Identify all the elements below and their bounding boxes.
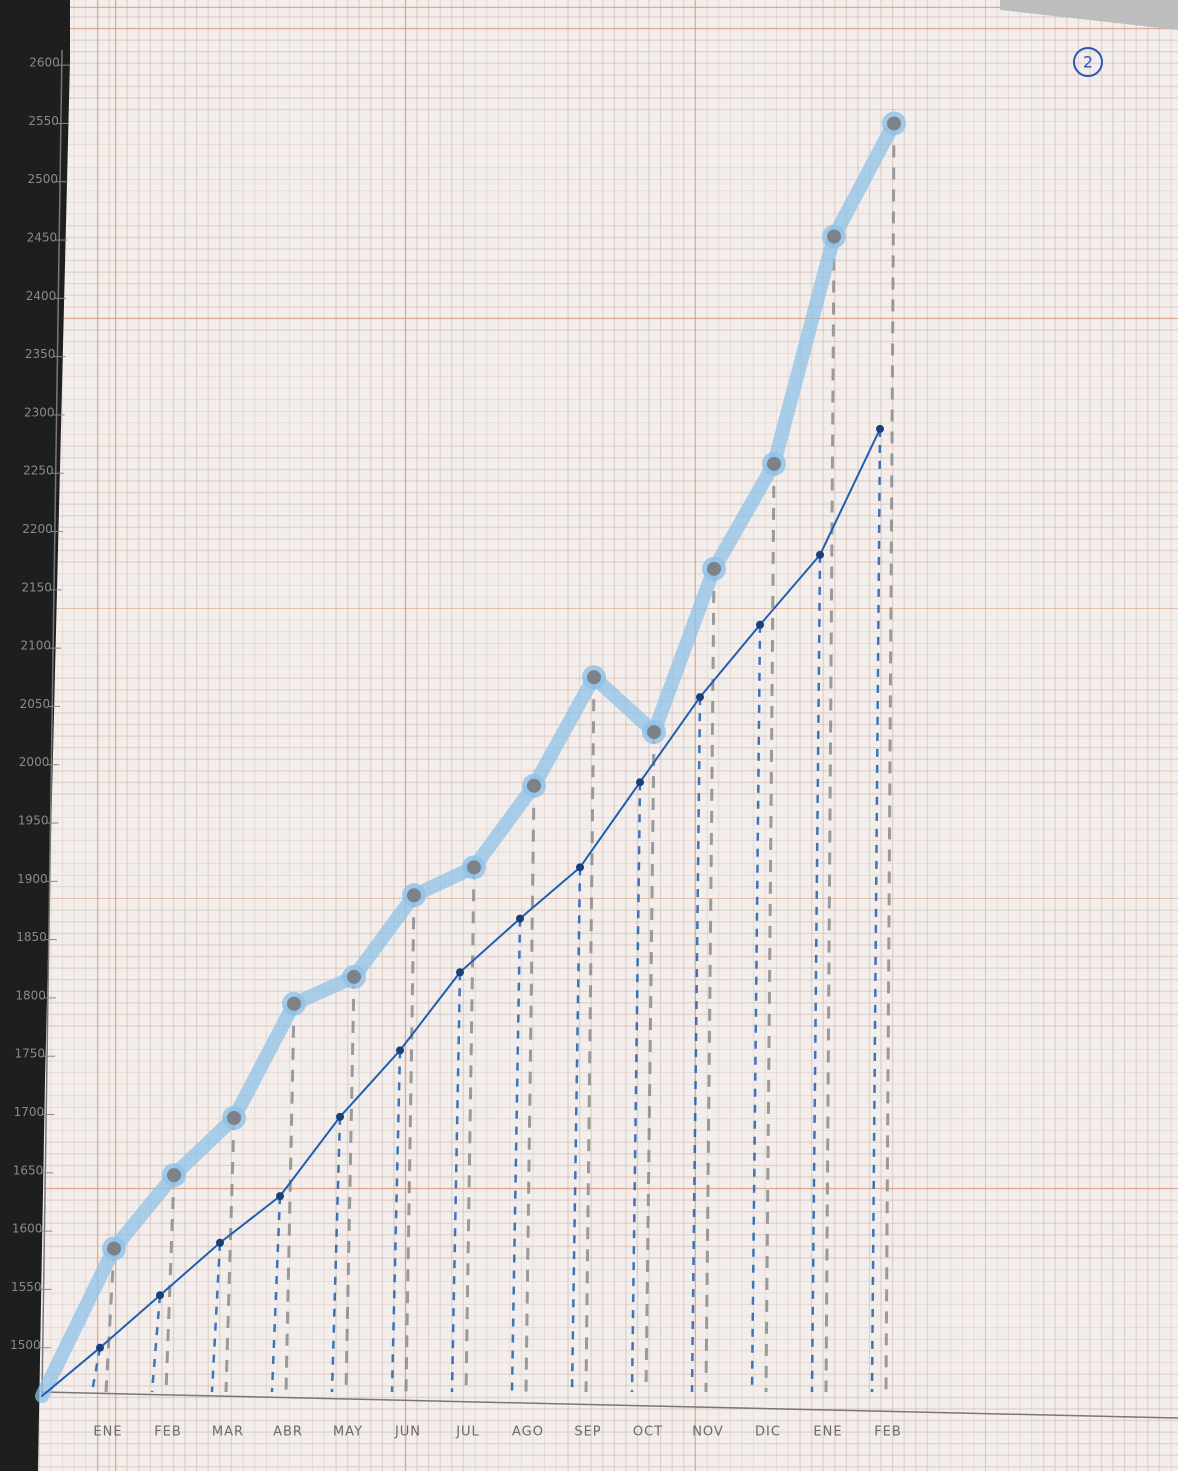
- y-tick-label: 1800: [15, 988, 46, 1002]
- drop-line: [466, 867, 474, 1392]
- x-tick-label: OCT: [633, 1425, 663, 1440]
- y-tick-label: 1600: [12, 1222, 43, 1236]
- x-tick-label: ENE: [93, 1425, 122, 1440]
- point: [467, 860, 481, 874]
- drop-line: [526, 786, 534, 1392]
- drop-line: [706, 569, 714, 1392]
- point: [696, 693, 704, 701]
- drop-line: [586, 677, 594, 1392]
- drop-line: [632, 782, 640, 1392]
- point: [227, 1111, 241, 1125]
- drop-line: [332, 1117, 340, 1392]
- x-tick-label: FEB: [874, 1425, 902, 1440]
- point: [456, 968, 464, 976]
- point: [756, 621, 764, 629]
- drop-line: [886, 123, 894, 1392]
- drop-line: [152, 1295, 160, 1392]
- chart: 2 1500 1550 1600 1650 1700 1750 1800 1850 1900 19…: [0, 0, 1178, 1471]
- point: [287, 997, 301, 1011]
- y-tick-label: 2200: [22, 522, 53, 536]
- drop-line: [572, 867, 580, 1392]
- y-tick-label: 1550: [11, 1280, 42, 1294]
- y-tick-label: 1500: [10, 1338, 41, 1352]
- drop-line: [752, 625, 760, 1392]
- point: [107, 1242, 121, 1256]
- drop-line: [812, 555, 820, 1392]
- x-tick-label: JUL: [455, 1425, 480, 1440]
- point: [647, 725, 661, 739]
- point: [767, 457, 781, 471]
- point: [707, 562, 721, 576]
- drop-line: [406, 895, 414, 1392]
- y-tick-label: 2250: [23, 464, 54, 478]
- x-tick-label: ENE: [813, 1425, 842, 1440]
- y-tick-label: 2600: [29, 56, 60, 70]
- y-tick-label: 1950: [18, 814, 49, 828]
- drop-line: [872, 429, 880, 1392]
- point: [276, 1192, 284, 1200]
- y-tick-label: 2550: [28, 114, 59, 128]
- x-tick-label: NOV: [692, 1425, 724, 1440]
- drop-line: [766, 464, 774, 1392]
- x-tick-label: SEP: [574, 1425, 601, 1440]
- y-tick-label: 2500: [27, 172, 58, 186]
- x-axis: [42, 1392, 1178, 1418]
- x-tick-label: FEB: [154, 1425, 182, 1440]
- y-tick-label: 1700: [14, 1105, 45, 1119]
- y-tick-label: 1900: [17, 872, 48, 886]
- drop-line: [286, 1004, 294, 1392]
- y-tick-label: 1650: [13, 1163, 44, 1177]
- point: [887, 116, 901, 130]
- y-tick-label: 2000: [19, 755, 50, 769]
- x-tick-label: DIC: [755, 1425, 781, 1440]
- point: [516, 915, 524, 923]
- page: 2 1500 1550 1600 1650 1700 1750 1800 1850 1900 19…: [0, 0, 1178, 1471]
- point: [576, 863, 584, 871]
- point: [336, 1113, 344, 1121]
- x-tick-label: ABR: [273, 1425, 303, 1440]
- y-tick-label: 2450: [27, 231, 58, 245]
- y-tick-label: 1750: [14, 1047, 45, 1061]
- point: [216, 1239, 224, 1247]
- y-tick-label: 1850: [16, 930, 47, 944]
- y-tick-label: 2150: [21, 580, 52, 594]
- point: [527, 779, 541, 793]
- drop-line: [512, 919, 520, 1392]
- x-tick-label: MAY: [333, 1425, 363, 1440]
- point: [156, 1291, 164, 1299]
- drop-line: [646, 732, 654, 1392]
- point: [827, 230, 841, 244]
- x-tick-label: MAR: [212, 1425, 244, 1440]
- drop-line: [212, 1243, 220, 1392]
- y-tick-label: 2050: [20, 697, 51, 711]
- point: [876, 425, 884, 433]
- drop-line: [272, 1196, 280, 1392]
- point: [167, 1168, 181, 1182]
- drop-line: [452, 972, 460, 1392]
- point: [407, 888, 421, 902]
- y-tick-label: 2400: [26, 289, 57, 303]
- drop-line: [392, 1050, 400, 1392]
- point: [587, 670, 601, 684]
- x-tick-label: AGO: [512, 1425, 544, 1440]
- y-tick-label: 2100: [21, 639, 52, 653]
- point: [816, 551, 824, 559]
- drop-line: [226, 1118, 234, 1392]
- drop-line: [826, 237, 834, 1392]
- x-tick-label: JUN: [394, 1425, 421, 1440]
- y-tick-label: 2300: [24, 405, 55, 419]
- point: [636, 778, 644, 786]
- point: [96, 1344, 104, 1352]
- annotation: 2: [1083, 53, 1093, 72]
- point: [396, 1046, 404, 1054]
- y-tick-label: 2350: [25, 347, 56, 361]
- point: [347, 970, 361, 984]
- drop-line: [346, 977, 354, 1392]
- drop-line: [692, 697, 700, 1392]
- background-corner: [1000, 0, 1178, 30]
